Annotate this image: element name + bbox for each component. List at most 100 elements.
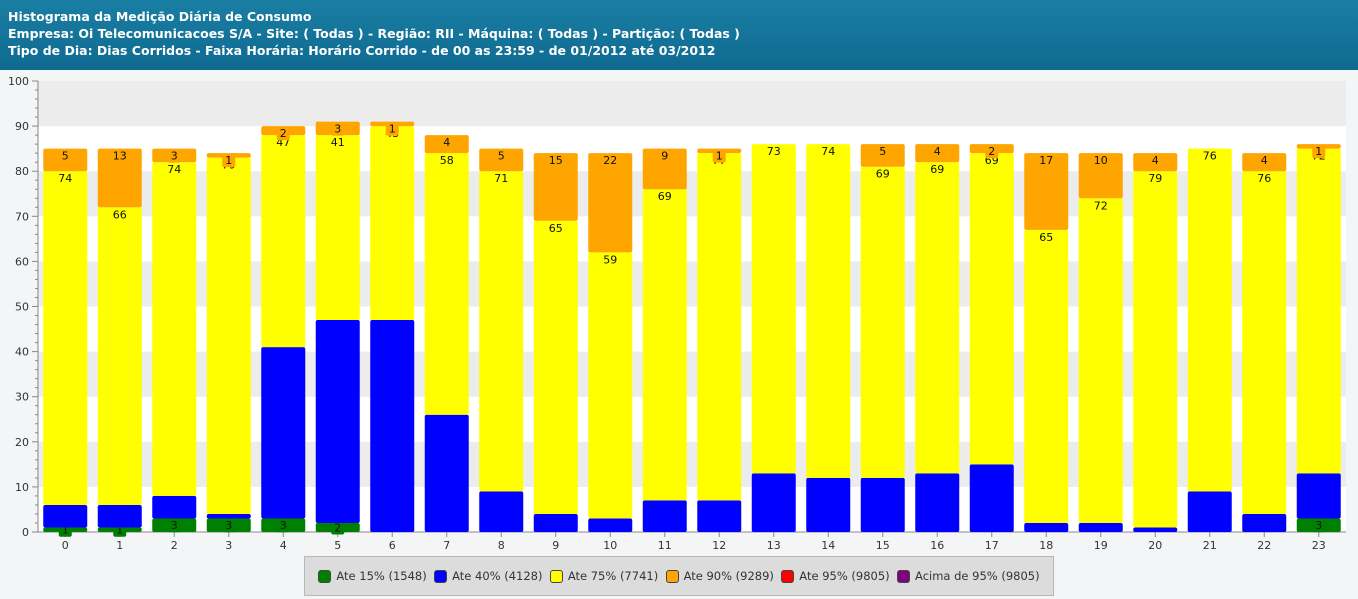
bar-segment: [533, 513, 578, 532]
x-tick-label: 8: [498, 539, 505, 552]
data-label: 58: [440, 154, 454, 167]
x-tick-label: 15: [876, 539, 890, 552]
data-label-box: [1254, 172, 1275, 186]
data-label: 22: [603, 154, 617, 167]
y-tick-label: 20: [15, 436, 29, 449]
data-label: 72: [1094, 199, 1108, 212]
x-tick-label: 2: [171, 539, 178, 552]
legend-swatch: [434, 569, 448, 583]
data-label: 17: [1039, 154, 1053, 167]
data-label: 3: [280, 519, 287, 532]
data-label-box: [222, 154, 236, 168]
bar-segment: [1024, 229, 1069, 523]
data-label: 3: [171, 519, 178, 532]
data-label-box: [1145, 172, 1166, 186]
y-tick-label: 60: [15, 255, 29, 268]
data-label-box: [58, 149, 72, 163]
bar-segment: [43, 171, 88, 505]
x-tick-label: 12: [712, 539, 726, 552]
data-label: 1: [116, 524, 123, 537]
grid-band: [38, 126, 1346, 172]
data-label: 2: [280, 127, 287, 140]
chart-legend: Ate 15% (1548) Ate 40% (4128) Ate 75% (774…: [304, 556, 1054, 596]
legend-item[interactable]: Ate 75% (7741): [549, 569, 658, 583]
y-tick-label: 80: [15, 165, 29, 178]
data-label: 4: [934, 145, 941, 158]
bar-segment: [1133, 171, 1178, 528]
grid-band: [38, 81, 1346, 127]
x-tick-label: 14: [821, 539, 835, 552]
data-label: 4: [1152, 154, 1159, 167]
x-tick-label: 1: [116, 539, 123, 552]
bar-segment: [315, 320, 360, 523]
data-label-box: [440, 136, 454, 150]
data-label: 9: [661, 150, 668, 163]
data-label-box: [327, 136, 348, 150]
legend-item[interactable]: Ate 95% (9805): [781, 569, 890, 583]
data-label-box: [545, 154, 566, 168]
bar-segment: [479, 491, 524, 532]
x-tick-label: 0: [62, 539, 69, 552]
data-label: 41: [331, 136, 345, 149]
bar-segment: [1187, 491, 1232, 532]
legend-swatch: [897, 569, 911, 583]
data-label-box: [167, 519, 181, 533]
report-header: Histograma da Medição Diária de Consumo …: [0, 0, 1358, 70]
data-label: 1: [62, 524, 69, 537]
bar-segment: [588, 252, 633, 519]
data-label: 65: [1039, 231, 1053, 244]
bar-segment: [1296, 473, 1341, 519]
bar-segment: [97, 504, 142, 528]
grid-band: [38, 171, 1346, 217]
x-tick-label: 6: [389, 539, 396, 552]
legend-swatch: [318, 569, 332, 583]
data-label-box: [876, 145, 890, 159]
bar-segment: [206, 513, 251, 519]
bar-segment: [261, 135, 306, 348]
legend-item[interactable]: Ate 15% (1548): [318, 569, 427, 583]
bar-segment: [152, 495, 197, 519]
data-label-box: [385, 122, 399, 136]
x-tick-label: 16: [930, 539, 944, 552]
data-label-box: [927, 163, 948, 177]
data-label-box: [712, 149, 726, 163]
bar-segment: [915, 473, 960, 532]
data-label-box: [658, 149, 672, 163]
bar-segment: [1133, 527, 1178, 532]
data-label: 4: [443, 136, 450, 149]
data-label-box: [1090, 199, 1111, 213]
data-label-box: [930, 145, 944, 159]
data-label-box: [167, 149, 181, 163]
legend-swatch: [549, 569, 563, 583]
bar-segment: [1078, 153, 1123, 199]
legend-label: Ate 15% (1548): [336, 569, 427, 583]
data-label: 10: [1094, 154, 1108, 167]
legend-item[interactable]: Ate 40% (4128): [434, 569, 542, 583]
data-label-box: [491, 172, 512, 186]
data-label: 1: [1315, 145, 1322, 158]
grid-band: [38, 216, 1346, 262]
bar-segment: [697, 500, 742, 532]
data-label-box: [1090, 154, 1111, 168]
data-label-box: [1199, 149, 1220, 163]
data-label-box: [763, 145, 784, 159]
data-label: 3: [334, 123, 341, 136]
data-label: 73: [767, 145, 781, 158]
x-tick-label: 17: [985, 539, 999, 552]
data-label: 3: [1315, 519, 1322, 532]
data-label-box: [436, 154, 457, 168]
x-tick-label: 5: [334, 539, 341, 552]
data-label: 1: [225, 154, 232, 167]
legend-item[interactable]: Acima de 95% (9805): [897, 569, 1040, 583]
y-tick-label: 40: [15, 346, 29, 359]
bar-segment: [370, 126, 415, 321]
x-tick-label: 20: [1148, 539, 1162, 552]
legend-item[interactable]: Ate 90% (9289): [665, 569, 774, 583]
data-label-box: [164, 163, 185, 177]
y-tick-label: 10: [15, 481, 29, 494]
x-tick-label: 11: [658, 539, 672, 552]
bar-segment: [533, 220, 578, 514]
bar-segment: [969, 464, 1014, 532]
bar-segment: [969, 153, 1014, 465]
bar-segment: [97, 148, 142, 208]
